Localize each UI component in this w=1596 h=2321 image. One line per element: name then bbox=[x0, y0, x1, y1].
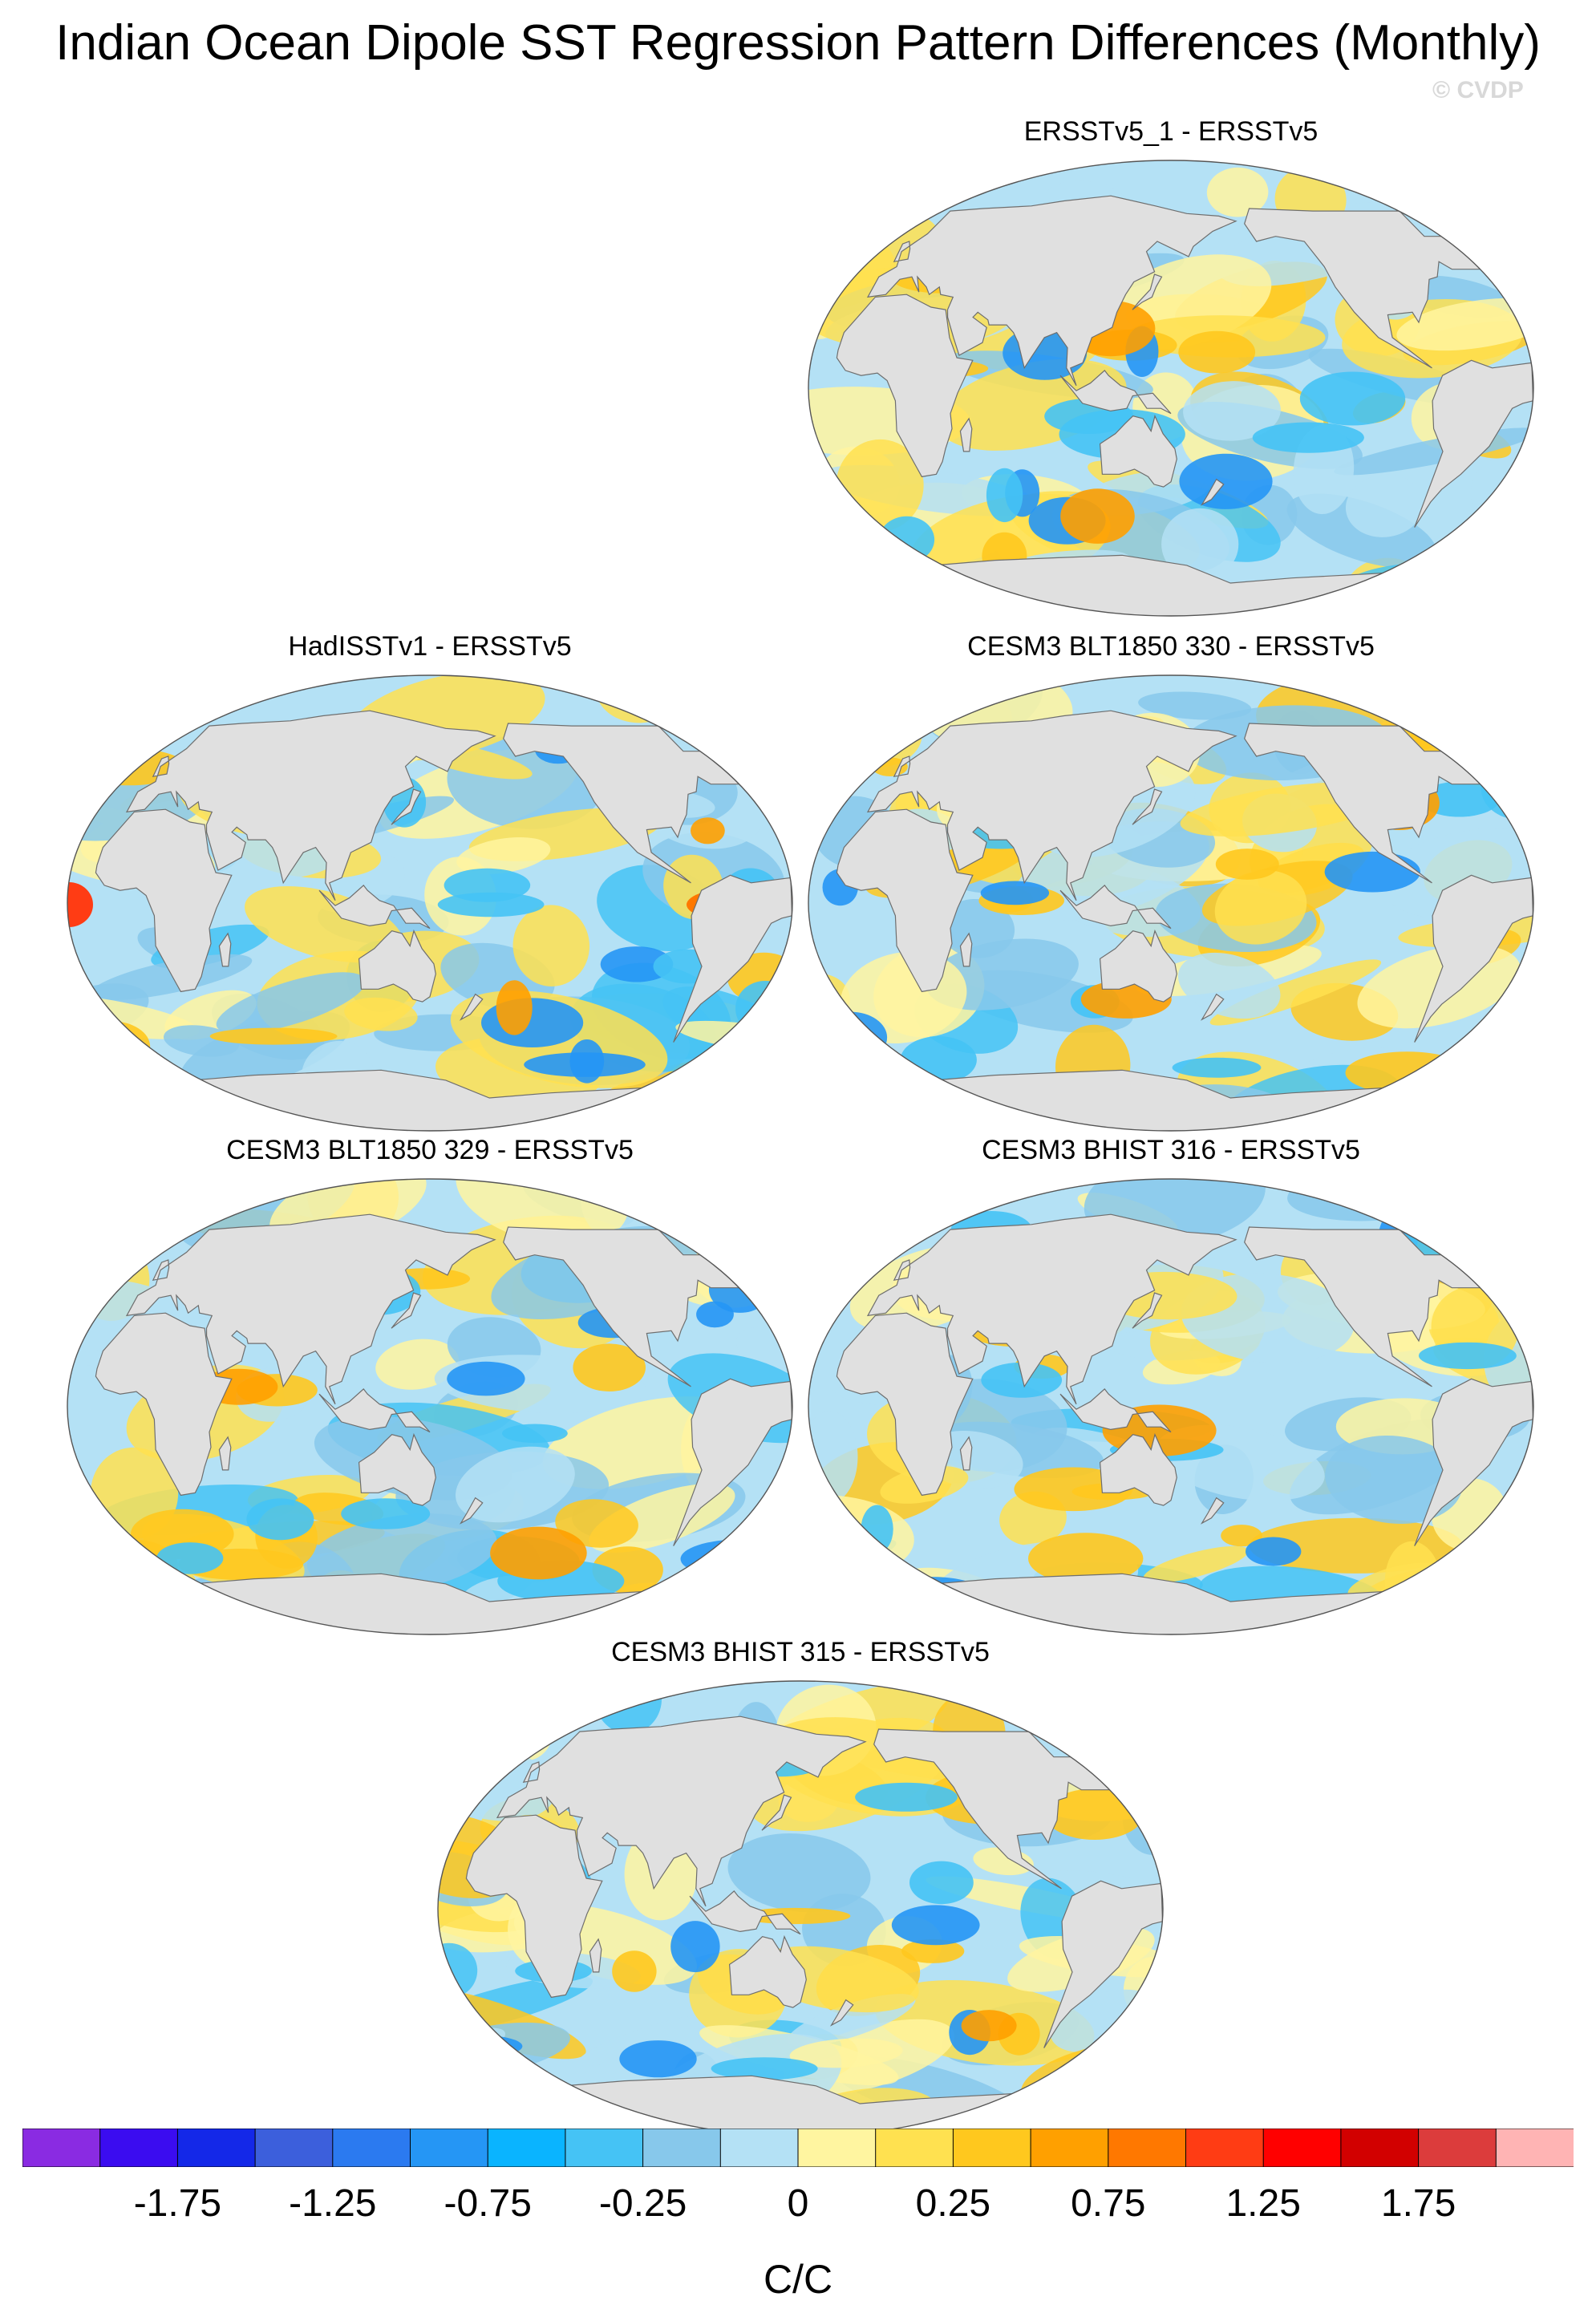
cvdp-watermark: © CVDP bbox=[1432, 77, 1524, 103]
colorbar-tick-label: 0.25 bbox=[915, 2182, 991, 2225]
colorbar-swatch bbox=[1185, 2129, 1265, 2167]
colorbar-swatch bbox=[1340, 2129, 1420, 2167]
colorbar-tick-label: -1.75 bbox=[133, 2182, 222, 2225]
colorbar-swatch bbox=[176, 2129, 257, 2167]
colorbar-swatch bbox=[565, 2129, 644, 2167]
panel-title: HadISSTv1 - ERSSTv5 bbox=[288, 631, 572, 662]
colorbar-tick-label: -1.25 bbox=[289, 2182, 377, 2225]
panel-title: CESM3 BHIST 315 - ERSSTv5 bbox=[611, 1637, 990, 1667]
colorbar-swatch bbox=[332, 2129, 411, 2167]
map-panel-hadisstv1: HadISSTv1 - ERSSTv5 bbox=[61, 630, 799, 1136]
colorbar-swatch bbox=[254, 2129, 334, 2167]
world-map bbox=[437, 1680, 1164, 2137]
panel-title: CESM3 BLT1850 329 - ERSSTv5 bbox=[226, 1135, 634, 1165]
colorbar-swatch bbox=[797, 2129, 877, 2167]
world-map bbox=[808, 674, 1534, 1132]
colorbar-swatch bbox=[410, 2129, 489, 2167]
map-panel-blt1850-330: CESM3 BLT1850 330 - ERSSTv5 bbox=[802, 630, 1540, 1136]
colorbar-tick-label: 1.75 bbox=[1380, 2182, 1456, 2225]
colorbar-swatch bbox=[1262, 2129, 1342, 2167]
map-panel-ersstv5-1: ERSSTv5_1 - ERSSTv5 bbox=[802, 115, 1540, 621]
panel-title: ERSSTv5_1 - ERSSTv5 bbox=[1023, 116, 1319, 147]
colorbar-swatch bbox=[22, 2129, 101, 2167]
colorbar-swatch bbox=[1108, 2129, 1187, 2167]
panel-title: CESM3 BLT1850 330 - ERSSTv5 bbox=[967, 631, 1375, 662]
colorbar-swatch bbox=[642, 2129, 722, 2167]
colorbar-swatch bbox=[875, 2129, 954, 2167]
map-panel-bhist-316: CESM3 BHIST 316 - ERSSTv5 bbox=[802, 1134, 1540, 1639]
colorbar-tick-label: -0.75 bbox=[444, 2182, 532, 2225]
colorbar-swatch bbox=[1418, 2129, 1497, 2167]
world-map bbox=[67, 674, 793, 1132]
colorbar-swatch bbox=[719, 2129, 799, 2167]
colorbar-tick-label: 1.25 bbox=[1225, 2182, 1301, 2225]
panel-title: CESM3 BHIST 316 - ERSSTv5 bbox=[982, 1135, 1360, 1165]
colorbar-swatch bbox=[1030, 2129, 1109, 2167]
colorbar-tick-label: 0.75 bbox=[1071, 2182, 1146, 2225]
colorbar-swatch bbox=[1495, 2129, 1574, 2167]
figure-title: Indian Ocean Dipole SST Regression Patte… bbox=[55, 15, 1541, 71]
colorbar-swatch bbox=[487, 2129, 566, 2167]
map-panel-bhist-315: CESM3 BHIST 315 - ERSSTv5 bbox=[431, 1636, 1169, 2141]
colorbar bbox=[22, 2129, 1574, 2167]
colorbar-units: C/C bbox=[763, 2257, 833, 2302]
world-map bbox=[808, 160, 1534, 617]
colorbar-swatch bbox=[952, 2129, 1032, 2167]
world-map bbox=[67, 1178, 793, 1635]
colorbar-tick-label: 0 bbox=[787, 2182, 809, 2225]
map-panel-blt1850-329: CESM3 BLT1850 329 - ERSSTv5 bbox=[61, 1134, 799, 1639]
colorbar-tick-label: -0.25 bbox=[598, 2182, 687, 2225]
world-map bbox=[808, 1178, 1534, 1635]
colorbar-swatch bbox=[99, 2129, 179, 2167]
